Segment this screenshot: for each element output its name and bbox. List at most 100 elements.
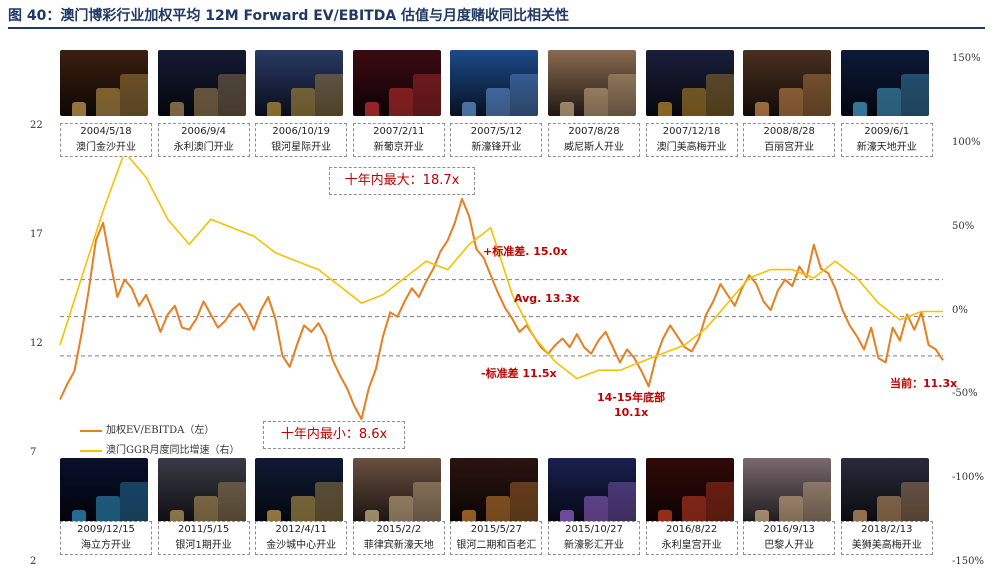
photo-bottom-photo [255, 458, 344, 524]
y-right-tick: 50% [952, 220, 975, 232]
photo-top-name: 新濠天地开业 [856, 142, 917, 153]
y-right-tick: 150% [952, 53, 981, 64]
y-right-tick: 100% [952, 136, 981, 148]
legend-ev: 加权EV/EBITDA（左） [80, 421, 214, 436]
photo-bottom-name: 银河1期开业 [175, 540, 232, 551]
photo-top-date: 2007/12/18 [662, 126, 721, 137]
y-left-tick: 12 [30, 338, 43, 349]
bottom-label: 14-15年底部 [597, 391, 666, 404]
current-label: 当前：11.3x [890, 377, 958, 390]
photo-bottom-date: 2015/5/27 [470, 524, 523, 535]
photo-top-date: 2009/6/1 [864, 126, 910, 137]
photo-top-date: 2007/2/11 [373, 126, 425, 137]
photo-top-card: 2007/2/11 新葡京开业 [352, 50, 445, 157]
photo-top-caption: 2009/6/1 新濠天地开业 [840, 123, 933, 157]
photo-top-name: 银河星际开业 [271, 142, 332, 153]
photo-bottom-name: 金沙城中心开业 [266, 540, 337, 551]
photo-bottom-caption: 2016/9/13 巴黎人开业 [743, 521, 836, 555]
photo-bottom-photo [60, 458, 148, 524]
photo-bottom-card: 2016/9/13 巴黎人开业 [743, 458, 836, 555]
photo-top-card: 2004/5/18 澳门金沙开业 [60, 50, 152, 157]
legend-ggr-swatch [80, 449, 102, 452]
bottom-value-label: 10.1x [614, 406, 649, 419]
photo-top-photo [157, 50, 246, 116]
photo-top-caption: 2007/12/18 澳门美高梅开业 [645, 123, 738, 157]
photo-bottom-date: 2016/9/13 [763, 524, 815, 535]
photo-top-name: 威尼斯人开业 [564, 142, 624, 153]
photo-top-date: 2007/8/28 [568, 126, 620, 137]
photo-top-caption: 2006/9/4 永利澳门开业 [157, 123, 250, 157]
photo-bottom-name: 海立方开业 [81, 540, 131, 551]
photo-top-name: 澳门美高梅开业 [656, 142, 727, 153]
photo-top-card: 2008/8/28 百丽宫开业 [743, 50, 836, 157]
photo-bottom-date: 2018/2/13 [861, 524, 913, 535]
y-left-tick: 2 [30, 556, 37, 567]
photo-top-name: 新葡京开业 [373, 142, 424, 153]
photo-top-card: 2006/10/19 银河星际开业 [255, 50, 348, 157]
photo-top-date: 2004/5/18 [80, 126, 132, 137]
legend-ev-label: 加权EV/EBITDA（左） [106, 425, 215, 436]
photo-top-card: 2007/12/18 澳门美高梅开业 [645, 50, 738, 157]
photo-top-date: 2007/5/12 [470, 126, 523, 137]
y-right-tick: -100% [952, 472, 984, 484]
photo-top-caption: 2008/8/28 百丽宫开业 [743, 123, 836, 157]
photo-bottom-caption: 2011/5/15 银河1期开业 [157, 521, 250, 555]
photo-top-caption: 2007/2/11 新葡京开业 [352, 123, 445, 157]
photo-top-date: 2006/10/19 [272, 126, 330, 137]
series-line-ev [59, 197, 944, 421]
photo-bottom-photo [840, 458, 929, 524]
photo-top-photo [352, 50, 441, 116]
photo-bottom-card: 2018/2/13 美狮美高梅开业 [840, 458, 933, 555]
y-left-tick: 22 [30, 120, 43, 131]
photo-top-name: 澳门金沙开业 [76, 142, 136, 153]
photo-top-name: 百丽宫开业 [764, 142, 815, 153]
photo-bottom-date: 2009/12/15 [77, 524, 135, 535]
photo-bottom-caption: 2015/2/2 菲律宾新濠天地 [352, 521, 445, 555]
photo-top-name: 永利澳门开业 [173, 142, 234, 153]
minus-sd-label: -标准差 11.5x [481, 367, 557, 380]
photo-bottom-card: 2015/2/2 菲律宾新濠天地 [352, 458, 445, 555]
avg-label: Avg. 13.3x [514, 292, 580, 305]
y-left-tick: 7 [30, 447, 37, 458]
photo-top-caption: 2006/10/19 银河星际开业 [255, 123, 348, 157]
min-callout: 十年内最小：8.6x [263, 421, 405, 449]
photo-bottom-photo [645, 458, 734, 524]
photo-top-date: 2008/8/28 [763, 126, 815, 137]
photo-top-photo [645, 50, 734, 116]
photo-bottom-caption: 2009/12/15 海立方开业 [60, 521, 152, 555]
title-rule [8, 27, 985, 29]
photo-bottom-card: 2015/5/27 银河二期和百老汇 [450, 458, 543, 555]
photo-top-caption: 2007/5/12 新濠锋开业 [450, 123, 543, 157]
photo-bottom-name: 菲律宾新濠天地 [363, 540, 434, 551]
photo-top-card: 2006/9/4 永利澳门开业 [157, 50, 250, 157]
photo-bottom-date: 2011/5/15 [177, 524, 230, 535]
photo-bottom-date: 2016/8/22 [665, 524, 718, 535]
photo-top-photo [840, 50, 929, 116]
photo-bottom-name: 永利皇宫开业 [661, 540, 722, 551]
photo-bottom-card: 2011/5/15 银河1期开业 [157, 458, 250, 555]
photo-top-card: 2007/5/12 新濠锋开业 [450, 50, 543, 157]
photo-top-photo [743, 50, 832, 116]
y-right-tick: -50% [952, 388, 978, 400]
photo-bottom-photo [352, 458, 441, 524]
photo-top-photo [60, 50, 148, 116]
photo-bottom-card: 2009/12/15 海立方开业 [60, 458, 152, 555]
plus-sd-label: +标准差. 15.0x [483, 245, 568, 258]
photo-bottom-name: 美狮美高梅开业 [851, 540, 922, 551]
photo-bottom-caption: 2015/5/27 银河二期和百老汇 [450, 521, 543, 555]
photo-top-photo [255, 50, 344, 116]
photo-bottom-caption: 2015/10/27 新濠影汇开业 [548, 521, 640, 555]
photo-top-card: 2009/6/1 新濠天地开业 [840, 50, 933, 157]
photo-top-caption: 2004/5/18 澳门金沙开业 [60, 123, 152, 157]
photo-top-date: 2006/9/4 [181, 126, 227, 137]
photo-bottom-name: 银河二期和百老汇 [456, 540, 537, 551]
photo-bottom-name: 新濠影汇开业 [564, 540, 624, 551]
photo-bottom-photo [450, 458, 539, 524]
legend-ggr: 澳门GGR月度同比增速（右） [80, 441, 240, 456]
photo-bottom-caption: 2012/4/11 金沙城中心开业 [255, 521, 348, 555]
photo-bottom-card: 2016/8/22 永利皇宫开业 [645, 458, 738, 555]
legend-ev-swatch [80, 429, 102, 432]
photo-bottom-card: 2015/10/27 新濠影汇开业 [548, 458, 640, 555]
y-right-tick: -150% [952, 556, 984, 567]
